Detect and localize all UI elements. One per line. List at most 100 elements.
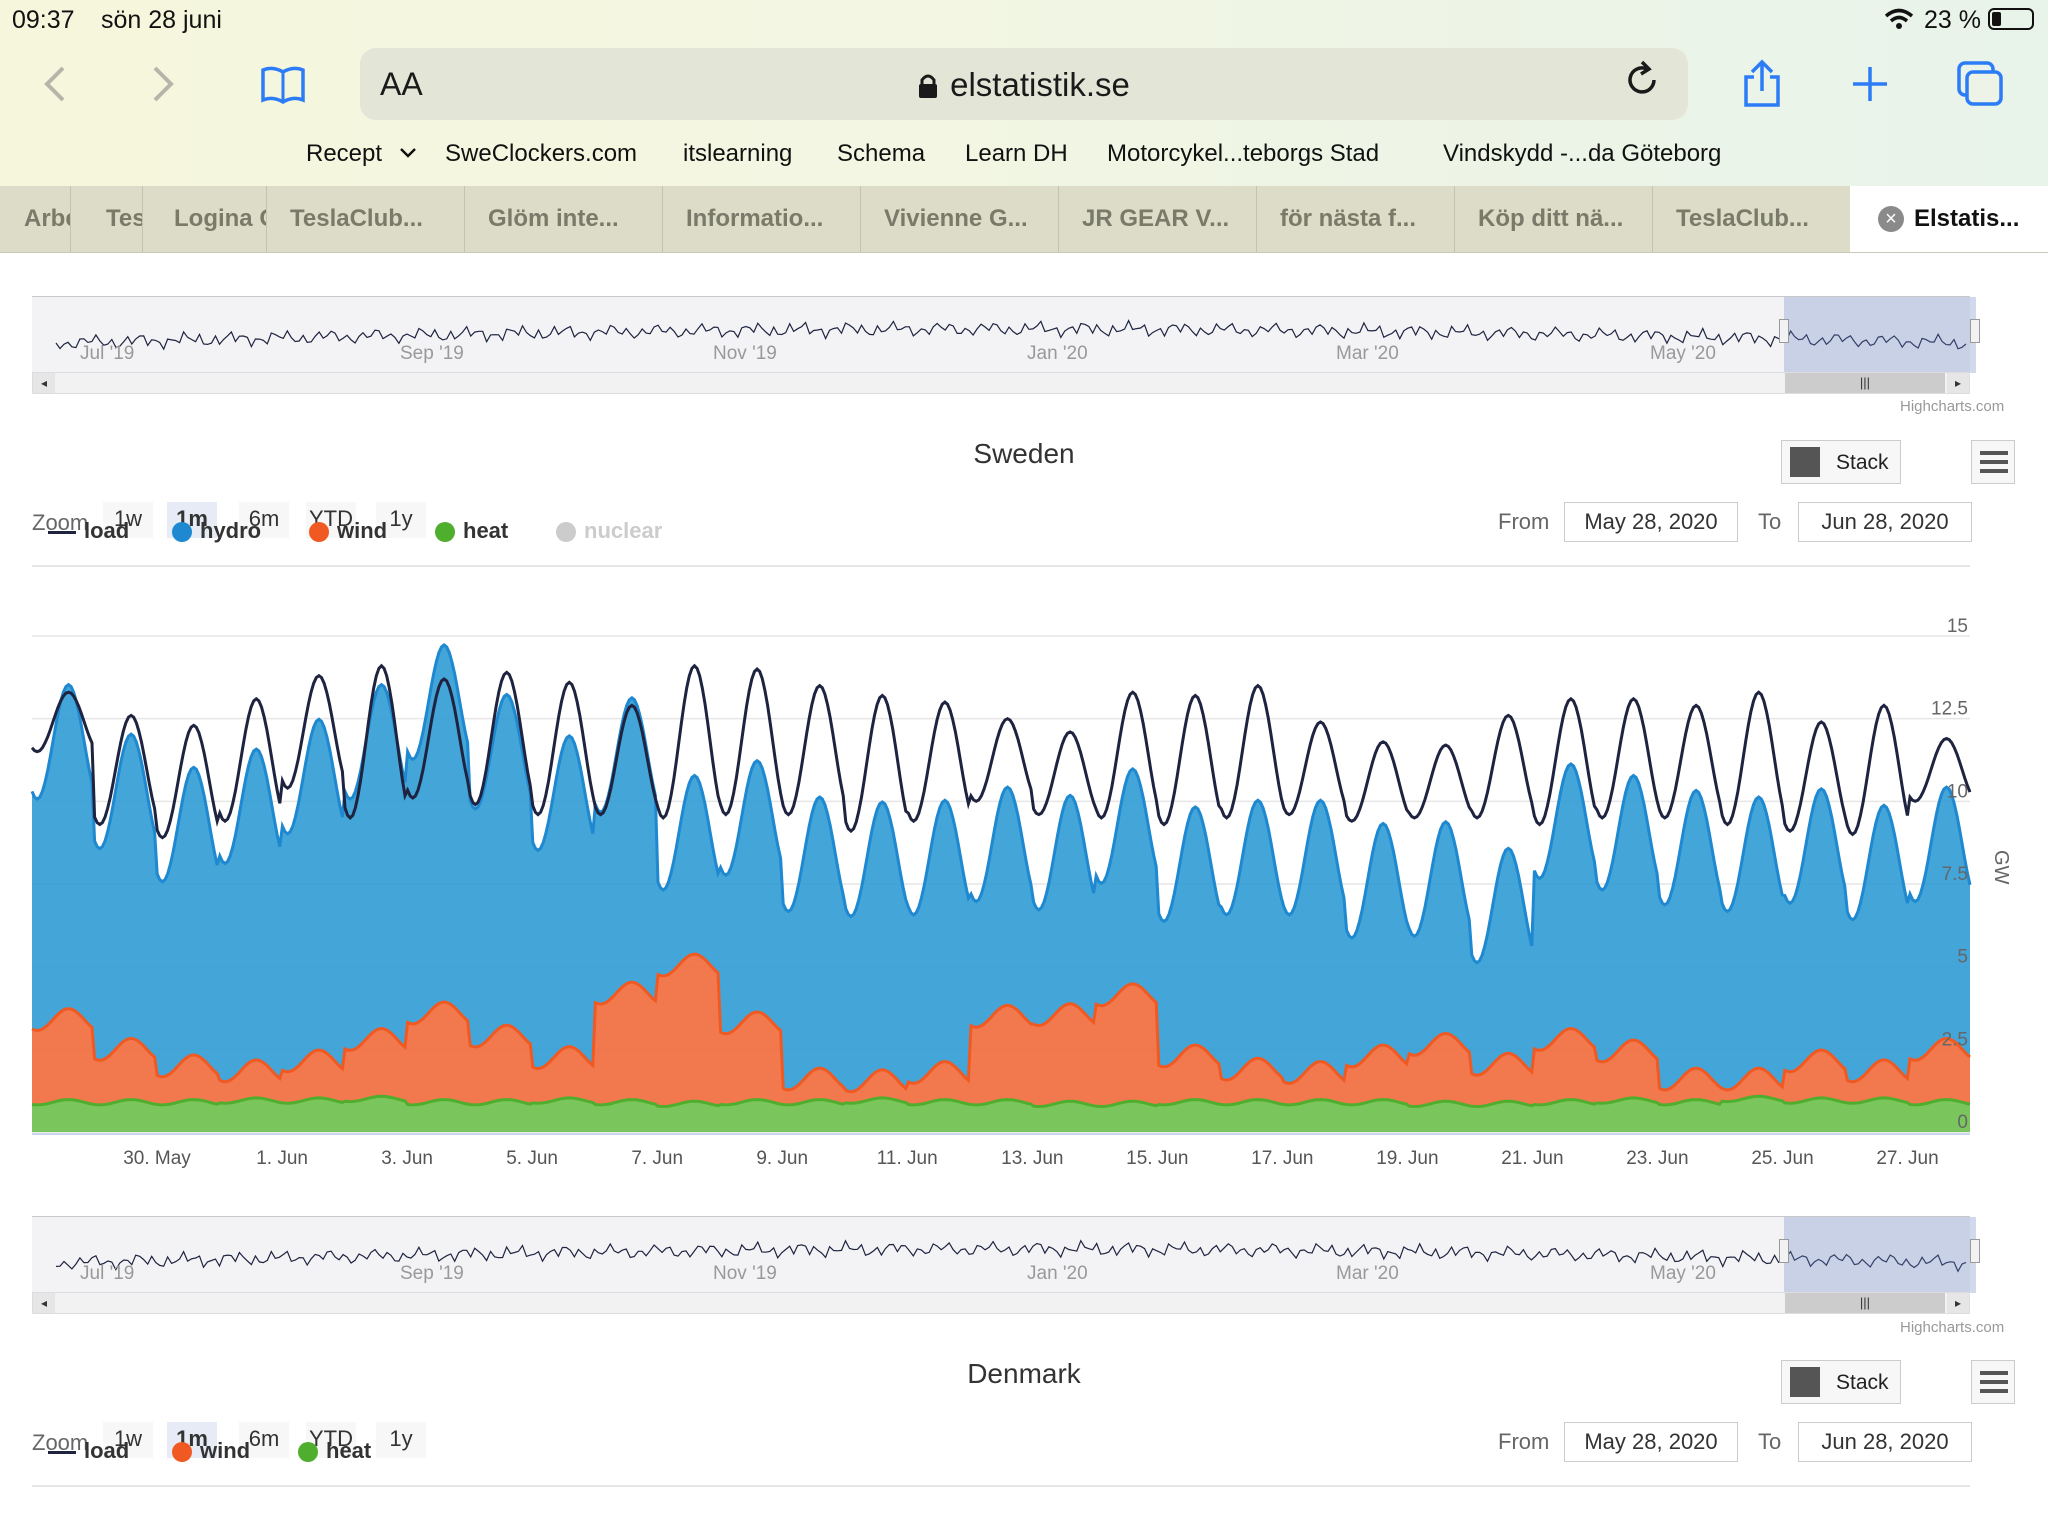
navigator-sweden[interactable]: Jul '19 Sep '19 Nov '19 Jan '20 Mar '20 … (32, 1216, 1980, 1316)
reload-button[interactable] (1622, 60, 1670, 108)
zoom-1w-button[interactable]: 1w (103, 502, 153, 538)
legend-item-wind[interactable]: wind (309, 518, 387, 544)
tab-item[interactable]: Vivienne G... (860, 186, 1059, 252)
x-tick-label: 11. Jun (877, 1148, 938, 1169)
bookmark-recept[interactable]: Recept (306, 140, 417, 168)
bookmarks-button[interactable] (253, 54, 313, 114)
tab-label: TeslaClub... (290, 205, 423, 232)
tabs-overview-button[interactable] (1950, 54, 2010, 114)
tab-active[interactable]: × Elstatis... (1850, 186, 2048, 252)
legend-item-heat[interactable]: heat (435, 518, 508, 544)
to-date-input[interactable]: Jun 28, 2020 (1798, 1422, 1972, 1462)
tab-item[interactable]: Informatio... (662, 186, 861, 252)
zoom-6m-button[interactable]: 6m (239, 1422, 289, 1458)
navigator-label: Mar '20 (1336, 1263, 1399, 1284)
tab-item[interactable]: TeslaClub... (1652, 186, 1851, 252)
zoom-1w-button[interactable]: 1w (103, 1422, 153, 1458)
bookmark-sweclockers[interactable]: SweClockers.com (445, 140, 638, 167)
hydro-area[interactable] (32, 644, 1970, 1092)
forward-button[interactable] (132, 54, 192, 114)
highcharts-credits[interactable]: Highcharts.com (1900, 398, 2005, 415)
scroll-right-arrow-icon[interactable]: ▸ (1947, 373, 1969, 393)
y-tick-label: 15 (1947, 616, 1968, 637)
from-date-input[interactable]: May 28, 2020 (1564, 502, 1738, 542)
legend-item-hydro[interactable]: hydro (172, 518, 261, 544)
from-label: From (1498, 509, 1550, 534)
back-button[interactable] (26, 54, 86, 114)
legend-dot-icon (556, 522, 576, 543)
navigator-left-handle[interactable] (1779, 1239, 1789, 1263)
navigator-label: Jan '20 (1027, 343, 1088, 364)
tab-item[interactable]: JR GEAR V... (1058, 186, 1257, 252)
bookmark-itslearning[interactable]: itslearning (683, 140, 793, 167)
navigator-area[interactable]: Jul '19 Sep '19 Nov '19 Jan '20 Mar '20 … (32, 296, 1980, 373)
bookmark-learn-dh[interactable]: Learn DH (965, 140, 1068, 167)
navigator-right-handle[interactable] (1970, 319, 1980, 343)
navigator-selection[interactable] (1784, 297, 1976, 373)
navigator-area[interactable]: Jul '19 Sep '19 Nov '19 Jan '20 Mar '20 … (32, 1216, 1980, 1293)
battery-percent: 23 % (1924, 6, 1981, 34)
navigator-left-handle[interactable] (1779, 319, 1789, 343)
x-tick-label: 23. Jun (1626, 1148, 1688, 1169)
stack-toggle-button[interactable]: Stack (1781, 440, 1901, 484)
new-tab-button[interactable] (1840, 54, 1900, 114)
navigator-line (55, 319, 1967, 351)
tab-item[interactable]: Logina G (142, 186, 267, 252)
url-display[interactable]: elstatistik.se (360, 66, 1688, 104)
wind-area[interactable] (32, 954, 1970, 1107)
zoom-ytd-button[interactable]: YTD (306, 1422, 356, 1458)
tab-item[interactable]: TeslaClub... (266, 186, 465, 252)
legend-item-load[interactable]: load (48, 518, 129, 544)
navigator-line (55, 1239, 1967, 1273)
chart-title-sweden: Sweden (973, 438, 1075, 469)
scrollbar-thumb[interactable]: ||| (1785, 1293, 1945, 1313)
tab-item[interactable]: Glöm inte... (464, 186, 663, 252)
to-label: To (1758, 1429, 1782, 1454)
address-bar[interactable]: AA elstatistik.se (360, 48, 1688, 120)
chart-menu-button[interactable] (1971, 440, 2015, 484)
scrollbar-thumb[interactable]: ||| (1785, 373, 1945, 393)
scroll-left-arrow-icon[interactable]: ◂ (33, 373, 55, 393)
navigator-right-handle[interactable] (1970, 1239, 1980, 1263)
load-line[interactable] (30, 663, 1972, 840)
bookmark-vindskydd[interactable]: Vindskydd -...da Göteborg (1443, 140, 1722, 167)
tab-item[interactable]: Arbe (0, 186, 71, 252)
navigator-scrollbar[interactable]: ◂ ||| ▸ (32, 372, 1970, 394)
legend-item-wind[interactable]: wind (172, 1438, 250, 1464)
close-tab-icon[interactable]: × (1878, 206, 1904, 232)
tab-item[interactable]: för nästa f... (1256, 186, 1455, 252)
stack-toggle-button[interactable]: Stack (1781, 1360, 1901, 1404)
zoom-1y-button[interactable]: 1y (376, 502, 426, 538)
tab-label: Logina G (174, 205, 266, 232)
sweden-chart-plot[interactable]: 0 2.5 5 7.5 10 12.5 15 30. May 1. Jun 3. Jun 5. J… (0, 600, 2048, 1180)
url-text: elstatistik.se (950, 66, 1130, 103)
tab-item[interactable]: Köp ditt nä... (1454, 186, 1653, 252)
y-axis-title: GW (1990, 850, 2012, 885)
navigator-selection[interactable] (1784, 1217, 1976, 1293)
scroll-left-arrow-icon[interactable]: ◂ (33, 1293, 55, 1313)
range-selector-sweden: Zoom 1w 1m 6m YTD 1y From May 28, 2020 T… (0, 500, 2048, 550)
heat-area-edge (31, 1094, 1971, 1109)
legend-item-heat[interactable]: heat (298, 1438, 371, 1464)
navigator-previous-chart[interactable]: Jul '19 Sep '19 Nov '19 Jan '20 Mar '20 … (32, 296, 1980, 396)
chevron-right-icon (153, 66, 174, 102)
legend-label: load (84, 518, 130, 543)
share-button[interactable] (1732, 54, 1792, 114)
zoom-6m-button[interactable]: 6m (239, 502, 289, 538)
heat-area[interactable] (32, 1096, 1970, 1132)
navigator-scrollbar[interactable]: ◂ ||| ▸ (32, 1292, 1970, 1314)
bookmark-motorcykel[interactable]: Motorcykel...teborgs Stad (1107, 140, 1380, 167)
from-date-input[interactable]: May 28, 2020 (1564, 1422, 1738, 1462)
legend-item-load[interactable]: load (48, 1438, 129, 1464)
tab-label: Elstatis... (1914, 205, 2020, 232)
bookmark-schema[interactable]: Schema (837, 140, 926, 167)
navigator-label: Nov '19 (713, 343, 777, 364)
to-date-input[interactable]: Jun 28, 2020 (1798, 502, 1972, 542)
text-size-button[interactable]: AA (380, 66, 423, 102)
legend-item-nuclear[interactable]: nuclear (556, 518, 662, 544)
chart-menu-button[interactable] (1971, 1360, 2015, 1404)
highcharts-credits[interactable]: Highcharts.com (1900, 1319, 2005, 1336)
zoom-1y-button[interactable]: 1y (376, 1422, 426, 1458)
scroll-right-arrow-icon[interactable]: ▸ (1947, 1293, 1969, 1313)
tab-item[interactable]: Test (70, 186, 143, 252)
